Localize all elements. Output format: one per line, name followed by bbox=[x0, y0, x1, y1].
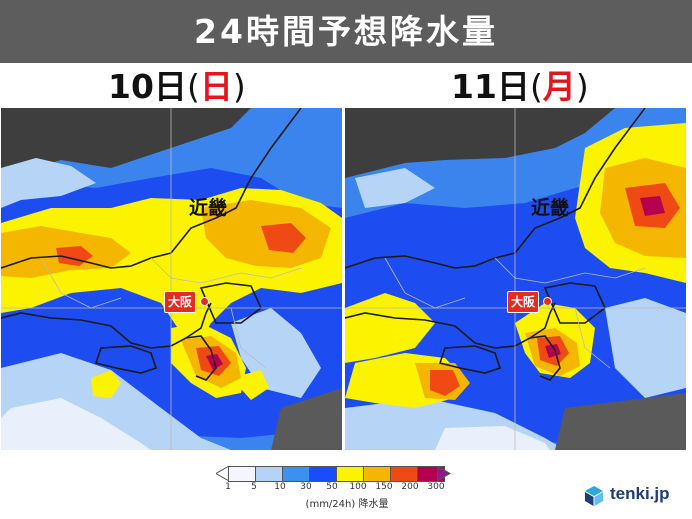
tenki-logo-icon bbox=[585, 486, 603, 506]
legend-right-arrow-icon bbox=[437, 466, 451, 482]
legend-swatch bbox=[309, 466, 336, 482]
legend-tick-label: 50 bbox=[326, 482, 338, 492]
legend-tick-label: 10 bbox=[274, 482, 286, 492]
paren-close: ) bbox=[232, 67, 246, 106]
legend-swatch bbox=[228, 466, 255, 482]
region-label: 近畿 bbox=[531, 196, 569, 219]
precip-legend: 1 5 10 30 50 100 150 200 300 (mm/24h) 降水量 bbox=[216, 466, 478, 512]
legend-tick-label: 1 bbox=[225, 482, 231, 492]
day-of-week: 日 bbox=[199, 67, 233, 106]
legend-tick-label: 30 bbox=[300, 482, 312, 492]
legend-tick-label: 100 bbox=[349, 482, 367, 492]
rain-map-11-graphic: 近畿 bbox=[345, 108, 686, 450]
brand-name: tenki.jp bbox=[610, 484, 670, 503]
day-label-11: 11日(月) bbox=[451, 66, 589, 108]
legend-unit: (mm/24h) 降水量 bbox=[305, 499, 389, 510]
legend-tick-label: 150 bbox=[375, 482, 393, 492]
paren-open: ( bbox=[186, 67, 200, 106]
legend-swatch bbox=[255, 466, 282, 482]
day-label-10: 10日(日) bbox=[108, 66, 246, 108]
rain-map-11: 近畿 bbox=[345, 108, 686, 450]
legend-swatch bbox=[336, 466, 363, 482]
city-tag-osaka: 大阪 bbox=[507, 291, 540, 313]
day-of-week: 月 bbox=[542, 67, 576, 106]
day-date: 10日 bbox=[108, 67, 187, 106]
paren-close: ) bbox=[575, 67, 589, 106]
legend-tick-label: 5 bbox=[251, 482, 257, 492]
city-tag-osaka: 大阪 bbox=[164, 291, 197, 313]
page-title: 24時間予想降水量 bbox=[194, 12, 498, 51]
region-label: 近畿 bbox=[189, 196, 227, 219]
city-marker-icon bbox=[200, 297, 209, 306]
header-bar: 24時間予想降水量 bbox=[0, 0, 692, 63]
day-date: 11日 bbox=[451, 67, 530, 106]
city-marker-icon bbox=[543, 297, 552, 306]
rain-map-10: 近畿 bbox=[1, 108, 342, 450]
legend-swatch bbox=[363, 466, 390, 482]
paren-open: ( bbox=[529, 67, 543, 106]
legend-tick-label: 200 bbox=[401, 482, 419, 492]
legend-swatch bbox=[282, 466, 309, 482]
legend-color-bar bbox=[228, 466, 445, 482]
rain-map-10-graphic: 近畿 bbox=[1, 108, 342, 450]
tenki-brand: tenki.jp bbox=[582, 482, 688, 510]
legend-tick-label: 300 bbox=[427, 482, 445, 492]
legend-swatch bbox=[390, 466, 417, 482]
